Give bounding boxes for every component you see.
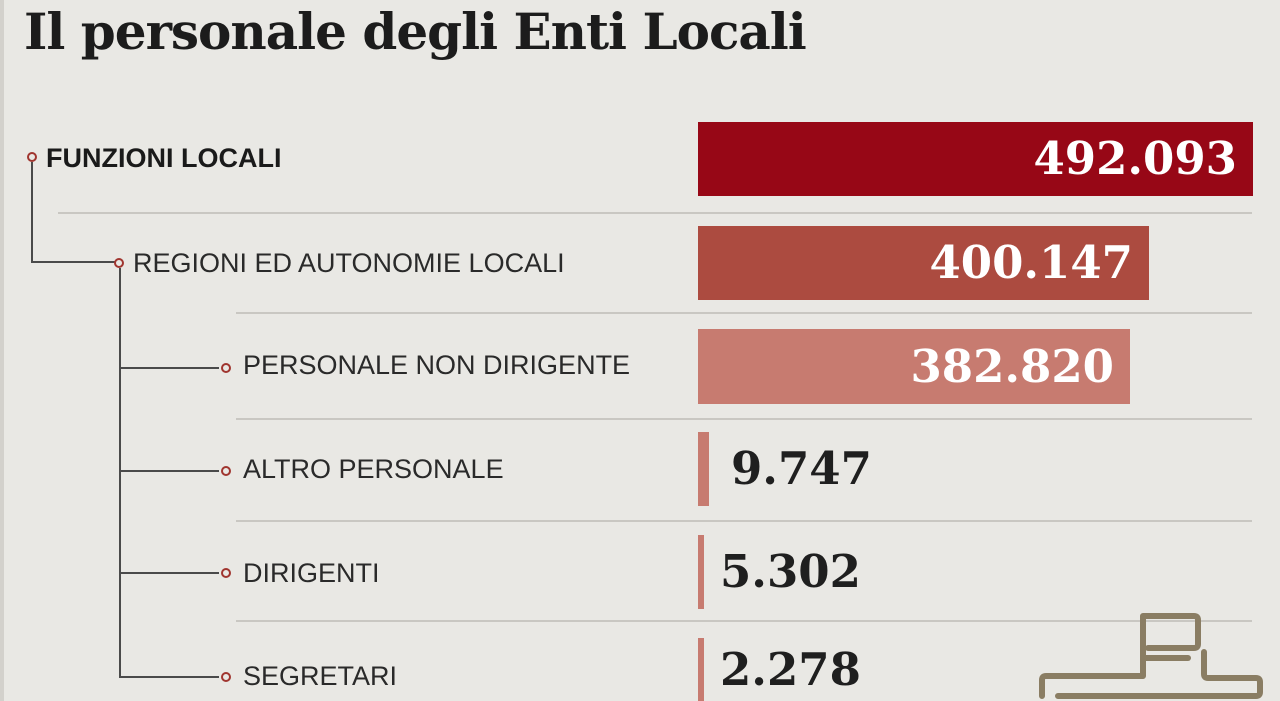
row-divider bbox=[236, 520, 1252, 522]
tree-node-personale-non-dirigente bbox=[221, 363, 231, 373]
bar-segretari bbox=[698, 638, 704, 701]
row-divider bbox=[58, 212, 1252, 214]
bar-personale-non-dirigente bbox=[698, 329, 1130, 404]
row-divider bbox=[236, 620, 1252, 622]
publisher-logo-icon bbox=[1039, 613, 1263, 699]
tree-connector-child-5 bbox=[119, 572, 219, 574]
value-label-funzioni-locali: 492.093 bbox=[1033, 132, 1237, 185]
tree-connector-child-vertical bbox=[119, 268, 121, 677]
row-label-personale-non-dirigente: PERSONALE NON DIRIGENTE bbox=[243, 350, 631, 380]
bar-altro-personale bbox=[698, 432, 709, 506]
bar-dirigenti bbox=[698, 535, 704, 609]
row-label-regioni: REGIONI ED AUTONOMIE LOCALI bbox=[133, 248, 565, 278]
tree-connector-child-4 bbox=[119, 470, 219, 472]
tree-connector-root-horizontal bbox=[31, 261, 115, 263]
value-label-regioni: 400.147 bbox=[929, 236, 1133, 289]
row-label-dirigenti: DIRIGENTI bbox=[243, 558, 380, 588]
tree-node-funzioni-locali bbox=[27, 152, 37, 162]
tree-connector-root-vertical bbox=[31, 162, 33, 263]
row-label-altro-personale: ALTRO PERSONALE bbox=[243, 454, 504, 484]
tree-node-segretari bbox=[221, 672, 231, 682]
bar-funzioni-locali bbox=[698, 122, 1253, 196]
tree-connector-child-3 bbox=[119, 367, 219, 369]
value-label-altro-personale: 9.747 bbox=[731, 442, 872, 495]
row-divider bbox=[236, 312, 1252, 314]
tree-connector-child-6 bbox=[119, 676, 219, 678]
tree-node-regioni bbox=[114, 258, 124, 268]
bar-regioni bbox=[698, 226, 1149, 300]
tree-node-dirigenti bbox=[221, 568, 231, 578]
row-divider bbox=[236, 418, 1252, 420]
row-label-segretari: SEGRETARI bbox=[243, 661, 398, 691]
value-label-segretari: 2.278 bbox=[720, 643, 861, 696]
tree-node-altro-personale bbox=[221, 466, 231, 476]
left-border bbox=[0, 0, 4, 701]
chart-title: Il personale degli Enti Locali bbox=[24, 2, 807, 61]
value-label-personale-non-dirigente: 382.820 bbox=[910, 340, 1114, 393]
value-label-dirigenti: 5.302 bbox=[720, 545, 861, 598]
row-label-funzioni-locali: FUNZIONI LOCALI bbox=[46, 143, 282, 173]
